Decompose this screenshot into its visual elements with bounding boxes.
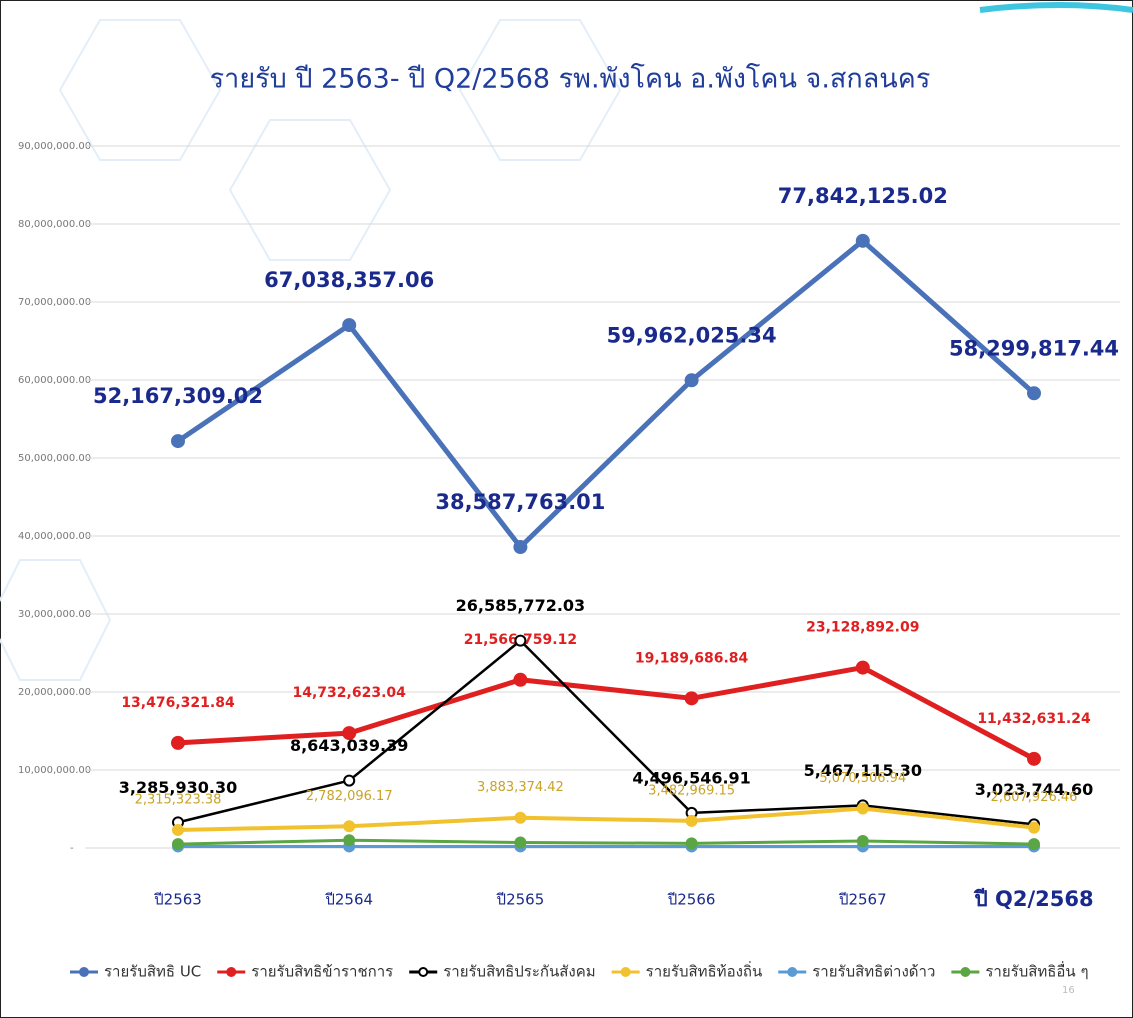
y-tick-label: 20,000,000.00 xyxy=(18,687,91,698)
data-label: 38,587,763.01 xyxy=(435,490,605,514)
legend-label: รายรับสิทธิอื่น ๆ xyxy=(985,961,1088,981)
data-label: 11,432,631.24 xyxy=(977,711,1091,727)
legend-marker xyxy=(419,968,427,976)
chart: รายรับ ปี 2563- ปี Q2/2568 รพ.พังโคน อ.พ… xyxy=(0,0,1133,1018)
point xyxy=(173,839,183,849)
chart-title: รายรับ ปี 2563- ปี Q2/2568 รพ.พังโคน อ.พ… xyxy=(210,64,931,95)
point xyxy=(858,836,868,846)
data-label: 23,128,892.09 xyxy=(806,620,919,636)
x-tick-label: ปี Q2/2568 xyxy=(973,887,1094,911)
x-tick-label: ปี2565 xyxy=(496,891,545,909)
point xyxy=(857,662,869,674)
point xyxy=(687,838,697,848)
point xyxy=(173,825,183,835)
point xyxy=(858,803,868,813)
data-label: 14,732,623.04 xyxy=(293,685,407,701)
y-tick-label: 30,000,000.00 xyxy=(18,609,91,620)
x-tick-label: ปี2567 xyxy=(838,891,887,909)
data-label: 2,315,323.38 xyxy=(135,792,222,807)
point xyxy=(686,374,698,386)
legend-label: รายรับสิทธิประกันสังคม xyxy=(443,963,595,981)
y-tick-label: 50,000,000.00 xyxy=(18,453,91,464)
point xyxy=(344,821,354,831)
x-tick-label: ปี2566 xyxy=(667,891,716,909)
data-label: 19,189,686.84 xyxy=(635,650,749,666)
point xyxy=(686,692,698,704)
point xyxy=(857,235,869,247)
y-tick-label: 40,000,000.00 xyxy=(18,531,91,542)
legend-label: รายรับสิทธิข้าราชการ xyxy=(251,963,393,981)
legend-marker xyxy=(622,968,630,976)
point xyxy=(514,541,526,553)
data-label: 2,782,096.17 xyxy=(306,789,393,804)
data-label: 2,607,926.46 xyxy=(991,790,1078,805)
point xyxy=(343,319,355,331)
legend-marker xyxy=(80,968,88,976)
data-label: 5,070,506.94 xyxy=(819,771,906,786)
y-tick-label: - xyxy=(70,843,74,854)
point xyxy=(1029,839,1039,849)
point xyxy=(1028,387,1040,399)
legend-marker xyxy=(961,968,969,976)
legend-marker xyxy=(227,968,235,976)
data-label: 67,038,357.06 xyxy=(264,268,434,292)
y-tick-label: 70,000,000.00 xyxy=(18,297,91,308)
data-label: 26,585,772.03 xyxy=(456,596,586,615)
point xyxy=(1028,753,1040,765)
page-number: 16 xyxy=(1062,985,1075,996)
data-label: 77,842,125.02 xyxy=(778,184,948,208)
point xyxy=(515,813,525,823)
point xyxy=(514,674,526,686)
y-tick-label: 80,000,000.00 xyxy=(18,219,91,230)
point xyxy=(344,776,354,786)
data-label: 52,167,309.02 xyxy=(93,384,263,408)
data-label: 8,643,039.39 xyxy=(290,736,408,755)
y-tick-label: 90,000,000.00 xyxy=(18,141,91,152)
point xyxy=(1029,823,1039,833)
data-label: 3,883,374.42 xyxy=(477,780,564,795)
x-tick-label: ปี2564 xyxy=(324,891,373,909)
y-tick-label: 60,000,000.00 xyxy=(18,375,91,386)
point xyxy=(344,835,354,845)
point xyxy=(172,435,184,447)
legend-label: รายรับสิทธิ UC xyxy=(104,963,201,981)
data-label: 13,476,321.84 xyxy=(121,695,235,711)
point xyxy=(515,636,525,646)
legend-label: รายรับสิทธิท้องถิ่น xyxy=(646,961,763,981)
point xyxy=(687,816,697,826)
data-label: 59,962,025.34 xyxy=(607,323,777,347)
data-label: 3,482,969.15 xyxy=(648,783,735,798)
point xyxy=(515,838,525,848)
data-label: 58,299,817.44 xyxy=(949,336,1119,360)
legend-label: รายรับสิทธิต่างด้าว xyxy=(812,963,935,981)
point xyxy=(172,737,184,749)
legend-marker xyxy=(788,968,796,976)
x-tick-label: ปี2563 xyxy=(153,891,202,909)
y-tick-label: 10,000,000.00 xyxy=(18,765,91,776)
